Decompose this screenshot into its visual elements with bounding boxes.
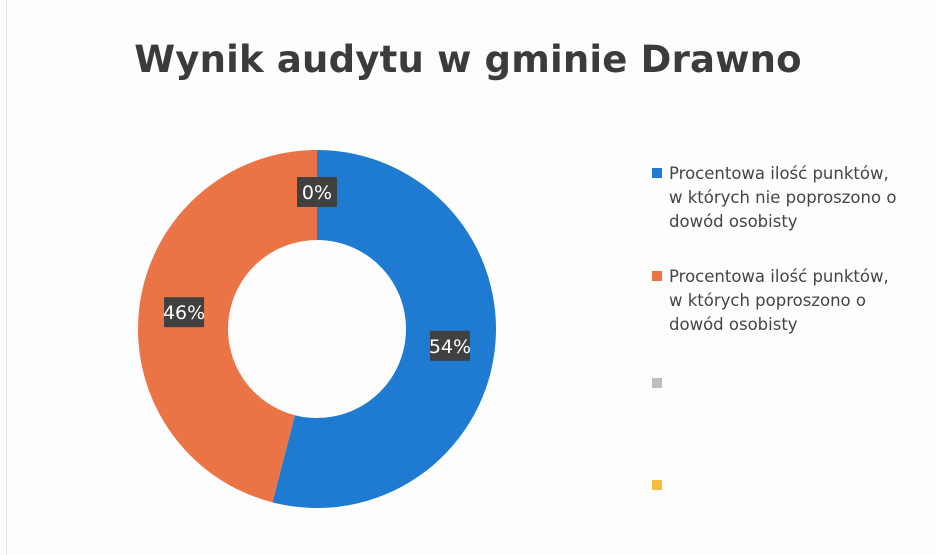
- donut-slice-0: [272, 150, 497, 509]
- legend-swatch-yellow: [652, 480, 662, 490]
- legend-swatch-gray: [652, 378, 662, 388]
- data-label-box-0: [429, 330, 470, 361]
- page-edge-line: [6, 0, 7, 555]
- data-label-text-0: 54%: [429, 336, 471, 358]
- data-label-text-1: 46%: [163, 302, 205, 324]
- data-label-0: 54%: [429, 330, 471, 361]
- donut-slice-1: [138, 150, 317, 503]
- chart-title: Wynik audytu w gminie Drawno: [134, 38, 802, 81]
- legend-label-asked: Procentowa ilość punktów, w których popr…: [669, 267, 889, 334]
- data-label-text-2: 0%: [302, 182, 332, 204]
- legend-swatch-blue: [652, 168, 662, 178]
- data-label-box-2: [297, 177, 337, 207]
- legend-label-not-asked: Procentowa ilość punktów, w których nie …: [669, 164, 897, 231]
- legend-swatch-orange: [652, 271, 662, 281]
- data-label-2: 0%: [297, 177, 337, 207]
- data-label-1: 46%: [163, 297, 205, 328]
- data-label-box-1: [164, 297, 205, 328]
